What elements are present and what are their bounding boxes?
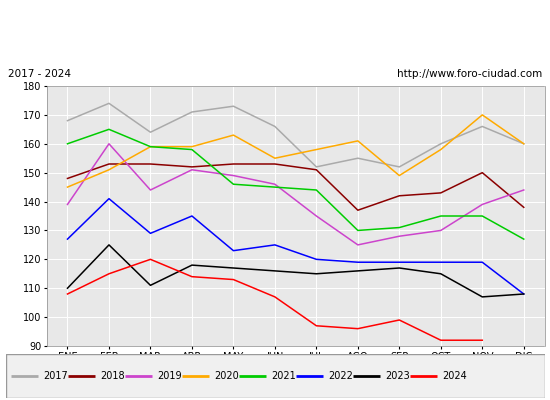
Text: 2021: 2021 (271, 371, 296, 381)
Text: Evolucion del paro registrado en Almendral: Evolucion del paro registrado en Almendr… (116, 25, 434, 40)
Text: 2023: 2023 (385, 371, 410, 381)
Text: http://www.foro-ciudad.com: http://www.foro-ciudad.com (397, 69, 542, 79)
Text: 2017 - 2024: 2017 - 2024 (8, 69, 72, 79)
Text: 2018: 2018 (100, 371, 125, 381)
Text: 2024: 2024 (442, 371, 467, 381)
Text: 2022: 2022 (328, 371, 353, 381)
Text: 2017: 2017 (43, 371, 68, 381)
Text: 2020: 2020 (214, 371, 239, 381)
Text: 2019: 2019 (157, 371, 182, 381)
